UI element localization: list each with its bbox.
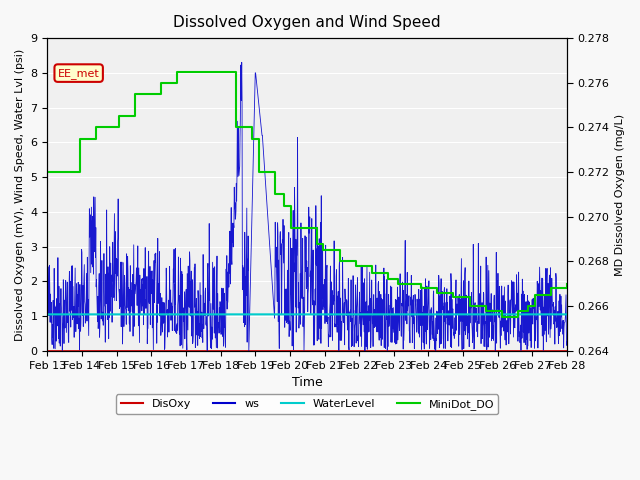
Legend: DisOxy, ws, WaterLevel, MiniDot_DO: DisOxy, ws, WaterLevel, MiniDot_DO	[116, 394, 499, 414]
Text: EE_met: EE_met	[58, 68, 100, 79]
X-axis label: Time: Time	[292, 376, 323, 389]
Y-axis label: Dissolved Oxygen (mV), Wind Speed, Water Lvl (psi): Dissolved Oxygen (mV), Wind Speed, Water…	[15, 48, 25, 341]
Title: Dissolved Oxygen and Wind Speed: Dissolved Oxygen and Wind Speed	[173, 15, 441, 30]
Y-axis label: MD Dissolved Oxygen (mg/L): MD Dissolved Oxygen (mg/L)	[615, 113, 625, 276]
